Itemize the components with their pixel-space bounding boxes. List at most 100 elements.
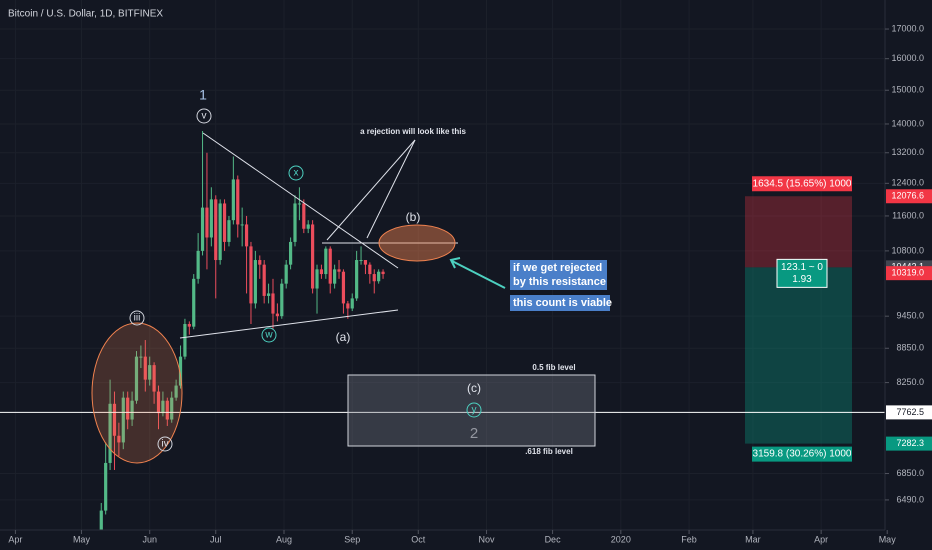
note-box <box>510 260 607 290</box>
candle-body <box>355 260 359 299</box>
note: by this resistance <box>513 276 606 288</box>
candle-body <box>117 435 121 443</box>
candle-body <box>377 271 381 282</box>
price-badge <box>886 436 932 451</box>
x-tick-label: Mar <box>745 534 761 544</box>
trend-line <box>179 309 399 339</box>
candle-body <box>319 269 324 275</box>
candle-body <box>174 385 178 398</box>
candle-body <box>139 356 143 358</box>
note: if we get rejected <box>513 262 602 274</box>
candle-body <box>262 264 266 296</box>
candle-body <box>222 203 227 242</box>
candle-body <box>271 293 275 314</box>
candle-body <box>350 298 354 309</box>
risk-zone <box>745 196 852 268</box>
wave-label: v <box>202 111 207 122</box>
wave-circle <box>157 436 173 452</box>
candle-body <box>218 203 222 261</box>
candle-body <box>333 269 337 284</box>
wave-label: (a) <box>336 330 351 344</box>
candle-body <box>363 260 368 265</box>
y-tick-label: 9450.0 <box>896 311 924 321</box>
candle-body <box>183 324 187 357</box>
candle-body <box>258 260 262 265</box>
y-tick-label: 10800.0 <box>891 245 924 255</box>
candle-body <box>311 224 315 289</box>
candle-body <box>236 179 240 225</box>
chart-title: Bitcoin / U.S. Dollar, 1D, BITFINEX <box>8 9 163 20</box>
candle-body <box>178 356 183 386</box>
candle-body <box>104 462 108 511</box>
arrow <box>451 260 506 289</box>
candle-body <box>341 271 346 304</box>
arrow-head <box>449 257 461 269</box>
note: a rejection will look like this <box>360 127 466 136</box>
wave-label: iii <box>134 313 141 324</box>
candle-body <box>205 207 209 238</box>
x-tick-label: Jun <box>142 534 157 544</box>
x-tick-label: Apr <box>8 534 22 544</box>
candle-body <box>108 403 112 463</box>
y-tick-label: 12400.0 <box>891 178 924 188</box>
candle-body <box>302 203 306 229</box>
x-tick-label: Aug <box>276 534 292 544</box>
candle-body <box>337 269 341 272</box>
candle-body <box>192 278 196 327</box>
candle-body <box>187 324 191 327</box>
price-badge-label: 7282.3 <box>896 438 924 448</box>
candle-body <box>284 264 288 284</box>
price-badge <box>886 405 932 420</box>
candle-body <box>293 203 297 242</box>
candle-body <box>359 260 363 262</box>
reward-zone <box>745 267 852 444</box>
y-tick-label: 8250.0 <box>896 377 924 387</box>
y-tick-label: 8850.0 <box>896 343 924 353</box>
candle-body <box>346 303 350 309</box>
tool-label-box <box>752 446 852 462</box>
wave-label: x <box>294 168 299 179</box>
wave-circle <box>196 108 212 124</box>
candle-body <box>231 179 235 221</box>
candle-body <box>297 203 302 205</box>
price-badge-label: 12076.6 <box>891 191 924 201</box>
tool-label: 3159.8 (30.26%) 1000 <box>753 449 852 460</box>
candle-body <box>227 220 231 242</box>
candle-body <box>126 397 130 420</box>
tool-label: 1.93 <box>792 274 812 285</box>
oval <box>91 322 183 464</box>
x-tick-label: Oct <box>411 534 426 544</box>
price-badge-label: 7762.5 <box>896 407 924 417</box>
candle-body <box>121 397 125 443</box>
candle-body <box>372 274 376 282</box>
note: this count is viable <box>513 297 612 309</box>
x-tick-label: 2020 <box>611 534 631 544</box>
price-badge <box>886 189 932 204</box>
tool-label: 1634.5 (15.65%) 1000 <box>753 178 852 189</box>
y-tick-label: 13200.0 <box>891 147 924 157</box>
candle-body <box>244 224 249 247</box>
position-tool: 1634.5 (15.65%) 1000 123.1 ~ 01.93 3159.8 … <box>0 176 885 462</box>
candle-body <box>148 365 152 380</box>
candle-body <box>196 250 200 279</box>
candle-body <box>99 510 103 543</box>
time-axis <box>0 530 932 550</box>
candle-body <box>328 248 332 284</box>
x-tick-label: May <box>73 534 91 544</box>
wave-circle <box>261 327 277 343</box>
candle-body <box>130 400 134 420</box>
fib-box <box>347 374 596 447</box>
candle-body <box>240 224 244 226</box>
y-tick-label: 17000.0 <box>891 23 924 33</box>
drawings <box>91 108 610 464</box>
candle-body <box>288 241 293 265</box>
tool-label-box <box>776 258 828 288</box>
candle-body <box>209 199 213 238</box>
y-tick-label: 14000.0 <box>891 118 924 128</box>
oval <box>378 224 456 262</box>
price-badge <box>886 266 932 281</box>
wave-circle <box>288 165 304 181</box>
candle-body <box>200 207 205 251</box>
